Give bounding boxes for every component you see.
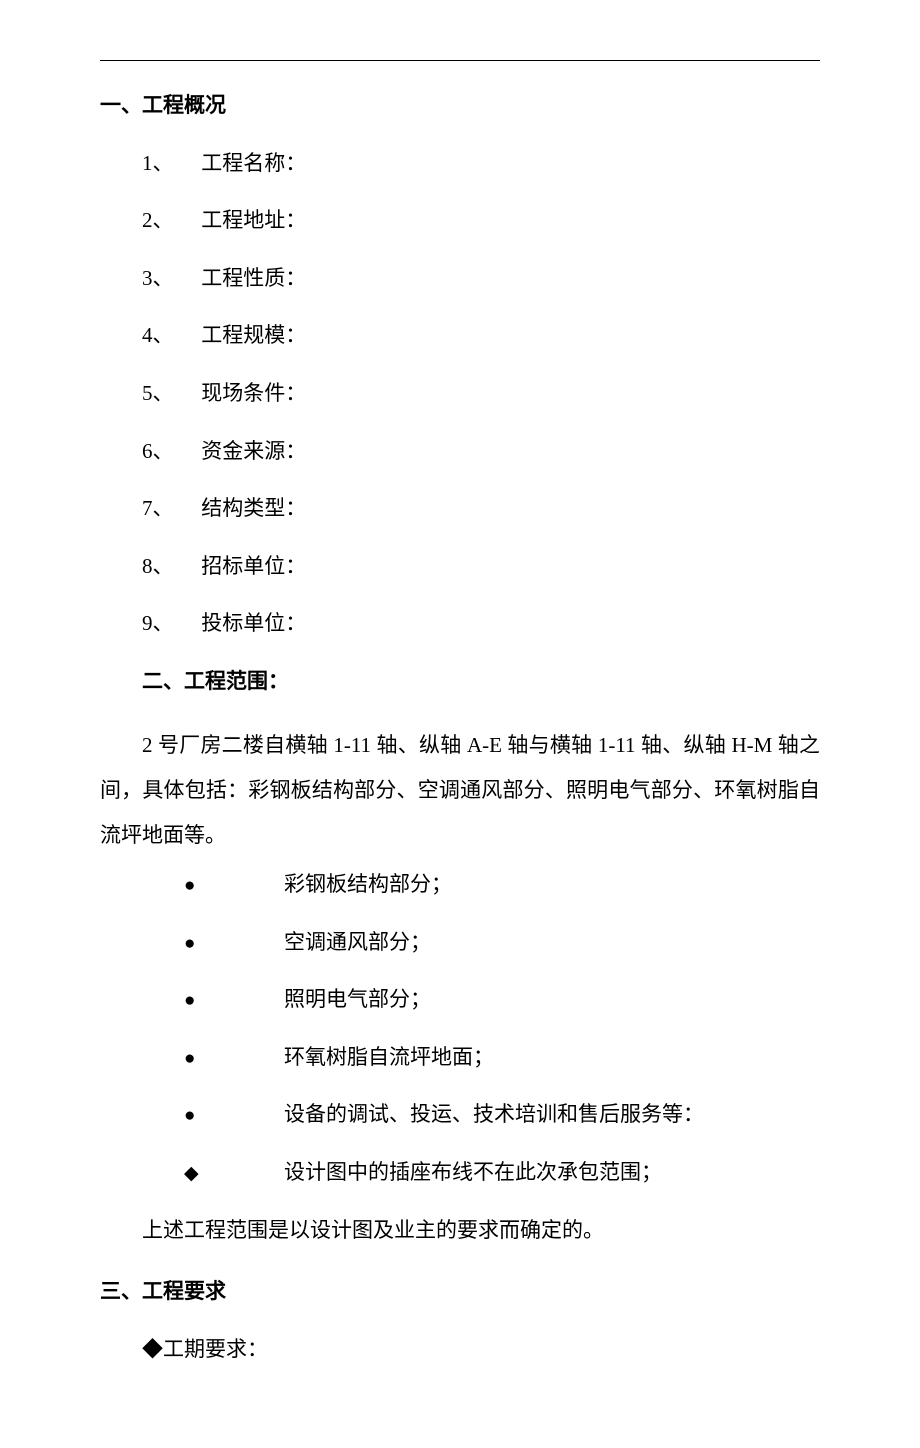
bullet-circle-icon: ● <box>184 986 284 1016</box>
list-item: 3、 工程性质： <box>142 262 820 296</box>
item-label: 资金来源： <box>201 439 306 463</box>
sub-item-text: 工期要求： <box>163 1337 268 1361</box>
bullet-item: ●照明电气部分； <box>184 983 820 1017</box>
bullet-item: ●设备的调试、投运、技术培训和售后服务等： <box>184 1098 820 1132</box>
bullet-text: 设备的调试、投运、技术培训和售后服务等： <box>284 1102 704 1126</box>
item-label: 结构类型： <box>201 496 306 520</box>
item-label: 现场条件： <box>201 381 306 405</box>
list-item: 2、 工程地址： <box>142 204 820 238</box>
item-label: 招标单位： <box>201 554 306 578</box>
section-2-paragraph: 2 号厂房二楼自横轴 1-11 轴、纵轴 A-E 轴与横轴 1-11 轴、纵轴 … <box>100 723 820 858</box>
document-page: 一、工程概况 1、 工程名称： 2、 工程地址： 3、 工程性质： 4、 工程规… <box>0 0 920 1448</box>
item-label: 工程名称： <box>201 151 306 175</box>
item-number: 8、 <box>142 550 196 584</box>
sub-item: ◆工期要求： <box>142 1333 820 1367</box>
section-2-heading: 二、工程范围： <box>142 665 820 699</box>
list-item: 9、 投标单位： <box>142 607 820 641</box>
bullet-text: 环氧树脂自流坪地面； <box>284 1045 494 1069</box>
item-label: 工程规模： <box>201 323 306 347</box>
top-horizontal-rule <box>100 60 820 61</box>
list-item: 7、 结构类型： <box>142 492 820 526</box>
bullet-circle-icon: ● <box>184 1101 284 1131</box>
list-item: 8、 招标单位： <box>142 550 820 584</box>
bullet-text: 照明电气部分； <box>284 987 431 1011</box>
item-number: 7、 <box>142 492 196 526</box>
item-number: 1、 <box>142 147 196 181</box>
item-number: 3、 <box>142 262 196 296</box>
list-item: 4、 工程规模： <box>142 319 820 353</box>
item-label: 投标单位： <box>201 611 306 635</box>
bullet-text: 设计图中的插座布线不在此次承包范围； <box>284 1160 662 1184</box>
section-2-closing: 上述工程范围是以设计图及业主的要求而确定的。 <box>142 1214 820 1248</box>
bullet-item: ◆设计图中的插座布线不在此次承包范围； <box>184 1156 820 1190</box>
bullet-text: 空调通风部分； <box>284 930 431 954</box>
bullet-diamond-icon: ◆ <box>142 1337 163 1361</box>
item-number: 9、 <box>142 607 196 641</box>
section-1-heading: 一、工程概况 <box>100 89 820 123</box>
list-item: 5、 现场条件： <box>142 377 820 411</box>
item-label: 工程性质： <box>201 266 306 290</box>
item-number: 6、 <box>142 435 196 469</box>
bullet-diamond-icon: ◆ <box>184 1159 284 1189</box>
item-number: 2、 <box>142 204 196 238</box>
bullet-item: ●环氧树脂自流坪地面； <box>184 1041 820 1075</box>
item-number: 5、 <box>142 377 196 411</box>
paragraph-text: 2 号厂房二楼自横轴 1-11 轴、纵轴 A-E 轴与横轴 1-11 轴、纵轴 … <box>100 733 820 847</box>
bullet-circle-icon: ● <box>184 1044 284 1074</box>
list-item: 6、 资金来源： <box>142 435 820 469</box>
bullet-item: ●彩钢板结构部分； <box>184 868 820 902</box>
list-item: 1、 工程名称： <box>142 147 820 181</box>
section-3-heading: 三、工程要求 <box>100 1275 820 1309</box>
bullet-circle-icon: ● <box>184 929 284 959</box>
item-number: 4、 <box>142 319 196 353</box>
bullet-text: 彩钢板结构部分； <box>284 872 452 896</box>
bullet-item: ●空调通风部分； <box>184 926 820 960</box>
item-label: 工程地址： <box>201 208 306 232</box>
bullet-circle-icon: ● <box>184 871 284 901</box>
